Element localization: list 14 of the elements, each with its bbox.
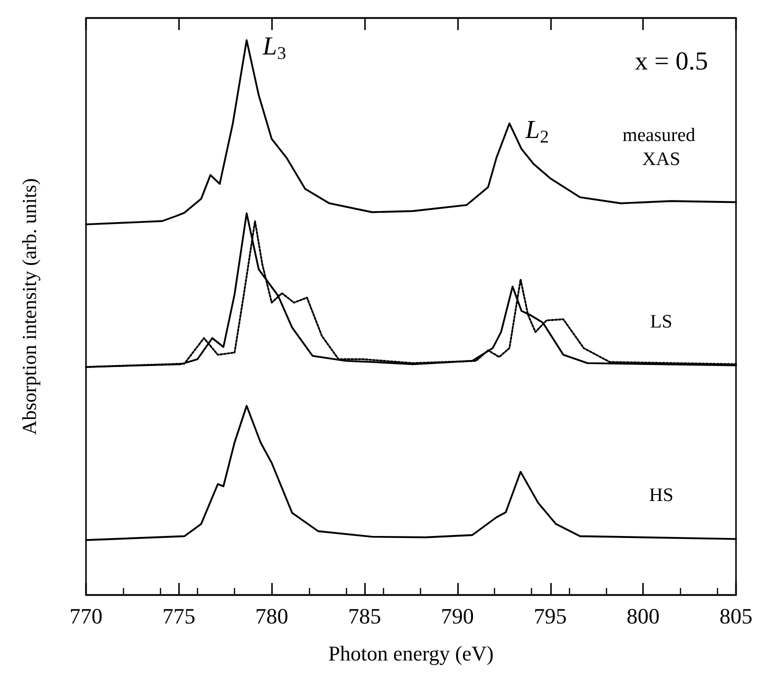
x-tick-label: 795: [534, 604, 567, 628]
y-axis-title: Absorption intensity (arb. units): [19, 178, 41, 435]
x-tick-label: 780: [255, 604, 288, 628]
series-label: measured XAS: [622, 125, 700, 170]
x-tick-label: 800: [626, 604, 660, 628]
x-tick-label: 785: [348, 604, 382, 628]
annotation: x = 0.5: [634, 46, 708, 76]
x-tick-label: 775: [162, 604, 196, 628]
x-tick-label: 770: [70, 604, 102, 628]
series-label: HS: [649, 485, 674, 506]
x-axis-title: Photon energy (eV): [328, 642, 494, 666]
x-tick-label: 805: [720, 604, 752, 628]
x-tick-label: 790: [440, 604, 474, 628]
series-label: LS: [650, 312, 672, 333]
